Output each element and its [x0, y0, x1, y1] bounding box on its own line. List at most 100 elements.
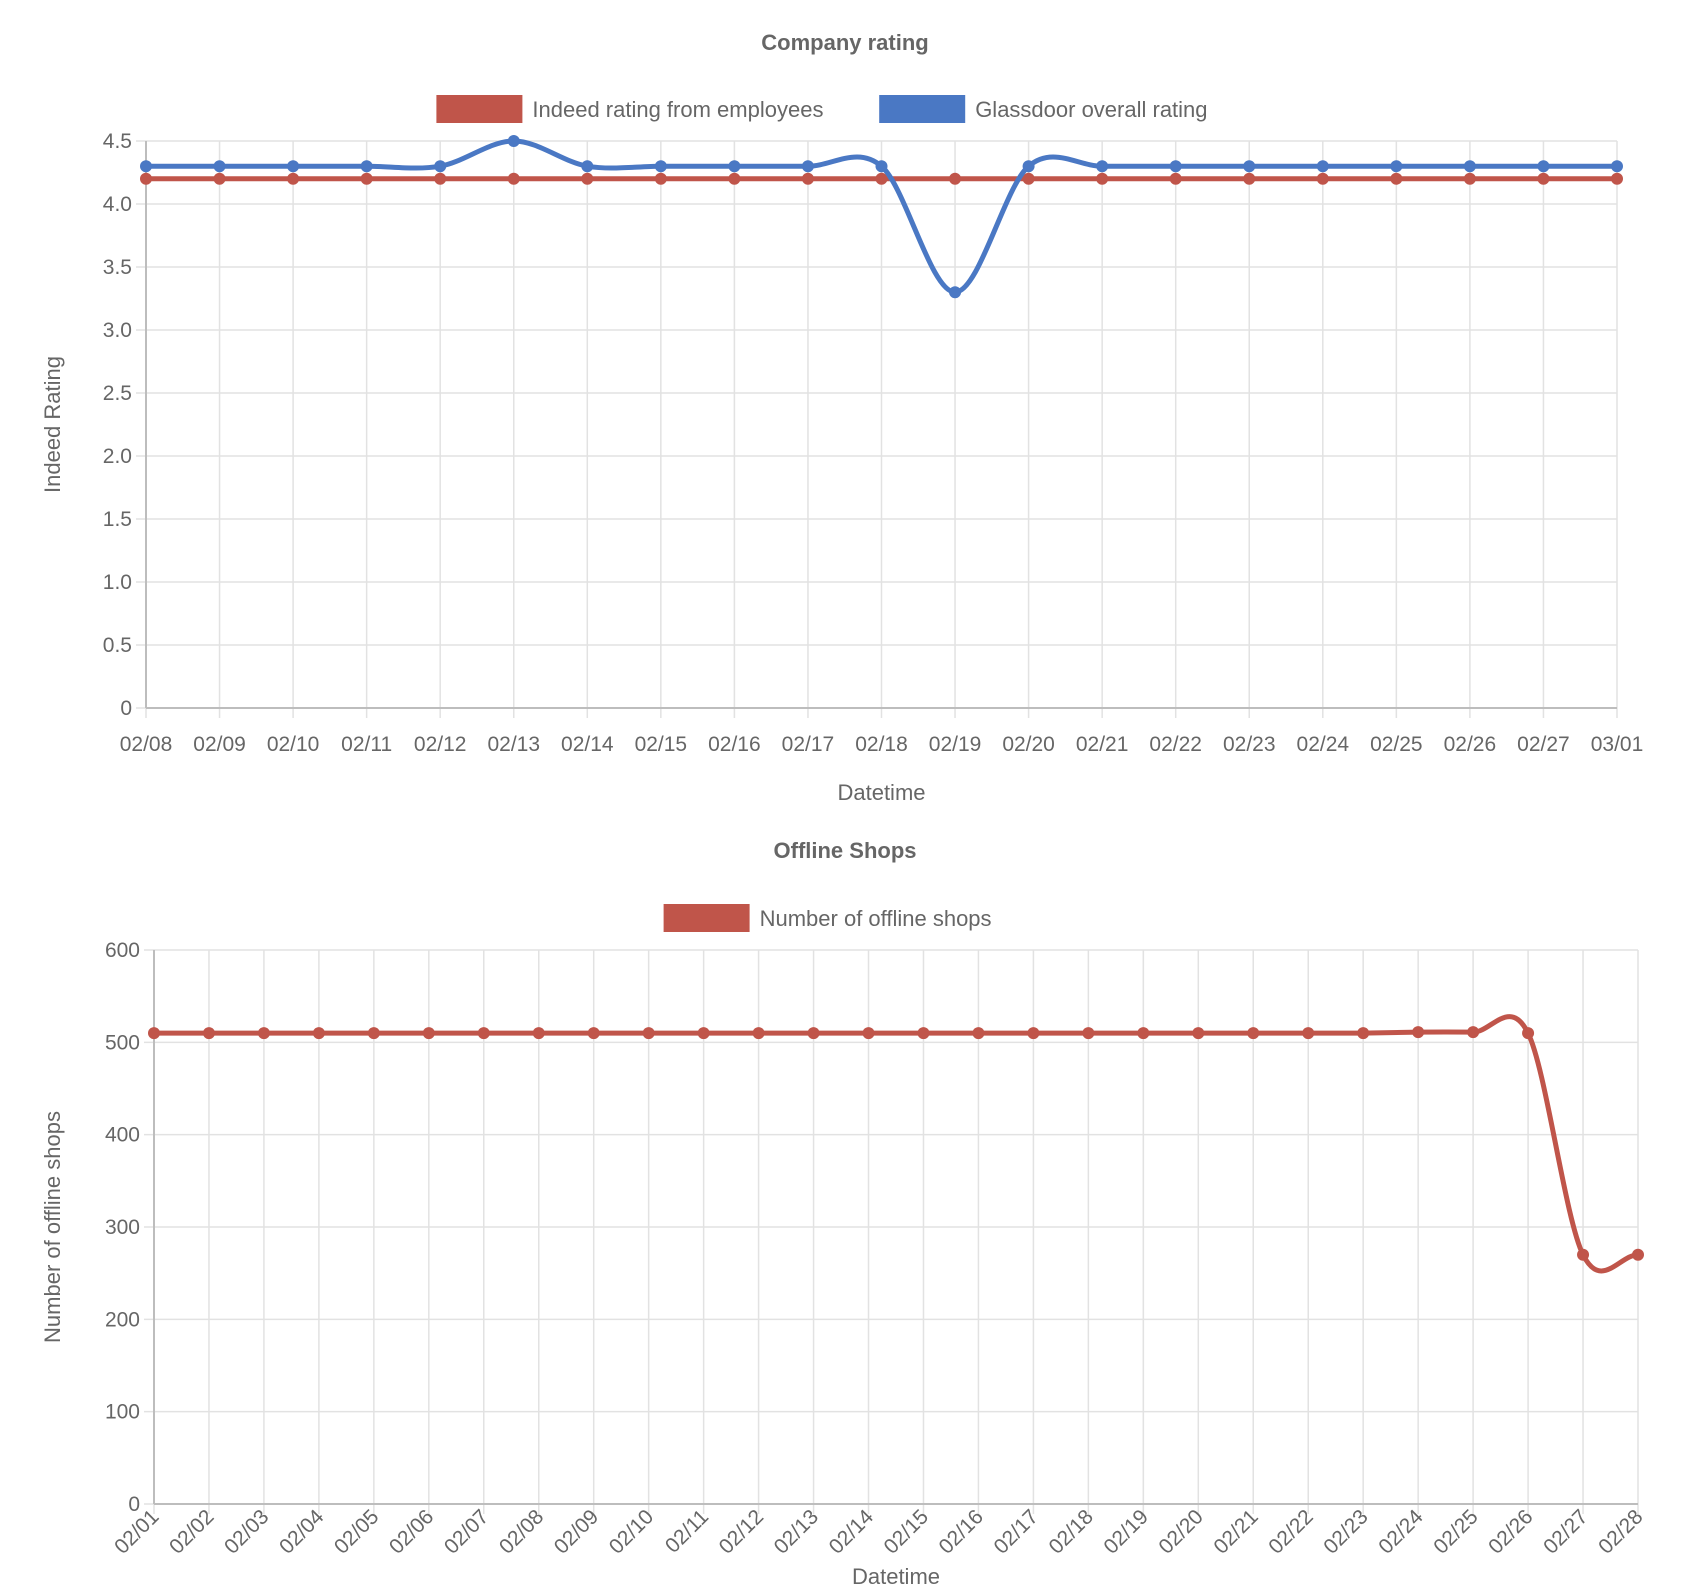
- data-point[interactable]: [434, 160, 447, 173]
- data-point[interactable]: [949, 286, 962, 299]
- x-tick-label: 02/28: [1594, 1505, 1647, 1558]
- data-point[interactable]: [1357, 1027, 1370, 1040]
- data-point[interactable]: [312, 1027, 325, 1040]
- data-point[interactable]: [1522, 1027, 1535, 1040]
- data-point[interactable]: [213, 160, 226, 173]
- data-point[interactable]: [581, 160, 594, 173]
- data-point[interactable]: [1137, 1027, 1150, 1040]
- legend-label: Number of offline shops: [760, 906, 992, 931]
- data-point[interactable]: [1022, 172, 1035, 185]
- data-point[interactable]: [1316, 172, 1329, 185]
- x-tick-label: 02/27: [1539, 1505, 1592, 1558]
- data-point[interactable]: [801, 160, 814, 173]
- data-point[interactable]: [507, 172, 520, 185]
- x-tick-label: 02/26: [1484, 1505, 1537, 1558]
- data-point[interactable]: [1537, 172, 1550, 185]
- x-tick-label: 02/08: [120, 733, 173, 756]
- data-point[interactable]: [477, 1027, 490, 1040]
- data-point[interactable]: [1302, 1027, 1315, 1040]
- data-point[interactable]: [1243, 172, 1256, 185]
- data-point[interactable]: [1316, 160, 1329, 173]
- data-point[interactable]: [1611, 160, 1623, 173]
- data-point[interactable]: [587, 1027, 600, 1040]
- y-tick-labels: 0 0.5 1.0 1.5 2.0 2.5 3.0 3.5 4.0 4.5: [103, 130, 132, 720]
- x-tick-label: 02/09: [193, 733, 246, 756]
- legend-swatch: [663, 904, 750, 932]
- data-point[interactable]: [807, 1027, 820, 1040]
- data-point[interactable]: [1169, 160, 1182, 173]
- data-point[interactable]: [1027, 1027, 1040, 1040]
- data-point[interactable]: [1390, 172, 1403, 185]
- data-point[interactable]: [148, 1027, 160, 1040]
- data-point[interactable]: [1247, 1027, 1260, 1040]
- y-tick-label: 0: [128, 1493, 140, 1516]
- data-point[interactable]: [728, 160, 741, 173]
- y-tick-label: 100: [105, 1401, 140, 1424]
- x-tick-label: 02/23: [1223, 733, 1276, 756]
- x-tick-label: 02/05: [330, 1505, 383, 1558]
- data-point[interactable]: [697, 1027, 710, 1040]
- x-tick-label: 02/13: [487, 733, 540, 756]
- x-tick-label: 02/22: [1149, 733, 1202, 756]
- legend-item-number-of-offline-shops[interactable]: Number of offline shops: [663, 904, 992, 932]
- data-point[interactable]: [257, 1027, 270, 1040]
- legend-item-indeed-rating-from-employees[interactable]: Indeed rating from employees: [436, 95, 823, 123]
- data-point[interactable]: [875, 160, 888, 173]
- y-tick-label: 4.5: [103, 130, 132, 153]
- data-point[interactable]: [1096, 172, 1109, 185]
- data-point[interactable]: [581, 172, 594, 185]
- data-point[interactable]: [1082, 1027, 1095, 1040]
- data-point[interactable]: [1243, 160, 1256, 173]
- y-tick-label: 3.5: [103, 256, 132, 279]
- data-point[interactable]: [862, 1027, 875, 1040]
- x-tick-label: 02/18: [1044, 1505, 1097, 1558]
- data-point[interactable]: [140, 160, 152, 173]
- data-point[interactable]: [917, 1027, 930, 1040]
- data-point[interactable]: [532, 1027, 545, 1040]
- data-point[interactable]: [752, 1027, 765, 1040]
- data-point[interactable]: [140, 172, 152, 185]
- y-tick-label: 0.5: [103, 634, 132, 657]
- data-point[interactable]: [434, 172, 447, 185]
- data-point[interactable]: [1169, 172, 1182, 185]
- data-point[interactable]: [1537, 160, 1550, 173]
- data-point[interactable]: [202, 1027, 215, 1040]
- data-point[interactable]: [360, 160, 373, 173]
- data-point[interactable]: [972, 1027, 985, 1040]
- data-point[interactable]: [287, 172, 300, 185]
- x-tick-label: 02/21: [1209, 1505, 1262, 1558]
- data-point[interactable]: [287, 160, 300, 173]
- x-tick-label: 02/14: [561, 733, 614, 756]
- data-point[interactable]: [213, 172, 226, 185]
- data-point[interactable]: [654, 172, 667, 185]
- data-point[interactable]: [360, 172, 373, 185]
- data-point[interactable]: [1390, 160, 1403, 173]
- x-tick-label: 02/15: [880, 1505, 933, 1558]
- data-point[interactable]: [1463, 160, 1476, 173]
- x-tick-label: 02/16: [708, 733, 761, 756]
- data-point[interactable]: [1467, 1026, 1480, 1039]
- data-point[interactable]: [728, 172, 741, 185]
- data-point[interactable]: [654, 160, 667, 173]
- grid: [144, 949, 1639, 1514]
- data-point[interactable]: [875, 172, 888, 185]
- data-point[interactable]: [1577, 1248, 1590, 1261]
- data-point[interactable]: [801, 172, 814, 185]
- legend-item-glassdoor-overall-rating[interactable]: Glassdoor overall rating: [879, 95, 1208, 123]
- data-point[interactable]: [507, 135, 520, 147]
- x-tick-label: 02/22: [1264, 1505, 1317, 1558]
- y-axis-title: Number of offline shops: [40, 1111, 65, 1343]
- data-point[interactable]: [1412, 1026, 1425, 1039]
- data-point[interactable]: [642, 1027, 655, 1040]
- data-point[interactable]: [1463, 172, 1476, 185]
- data-point[interactable]: [422, 1027, 435, 1040]
- data-point[interactable]: [1632, 1248, 1644, 1261]
- data-point[interactable]: [1096, 160, 1109, 173]
- data-point[interactable]: [1192, 1027, 1205, 1040]
- data-point[interactable]: [367, 1027, 380, 1040]
- data-point[interactable]: [1022, 160, 1035, 173]
- x-tick-label: 02/15: [635, 733, 688, 756]
- data-point[interactable]: [1611, 172, 1623, 185]
- data-point[interactable]: [949, 172, 962, 185]
